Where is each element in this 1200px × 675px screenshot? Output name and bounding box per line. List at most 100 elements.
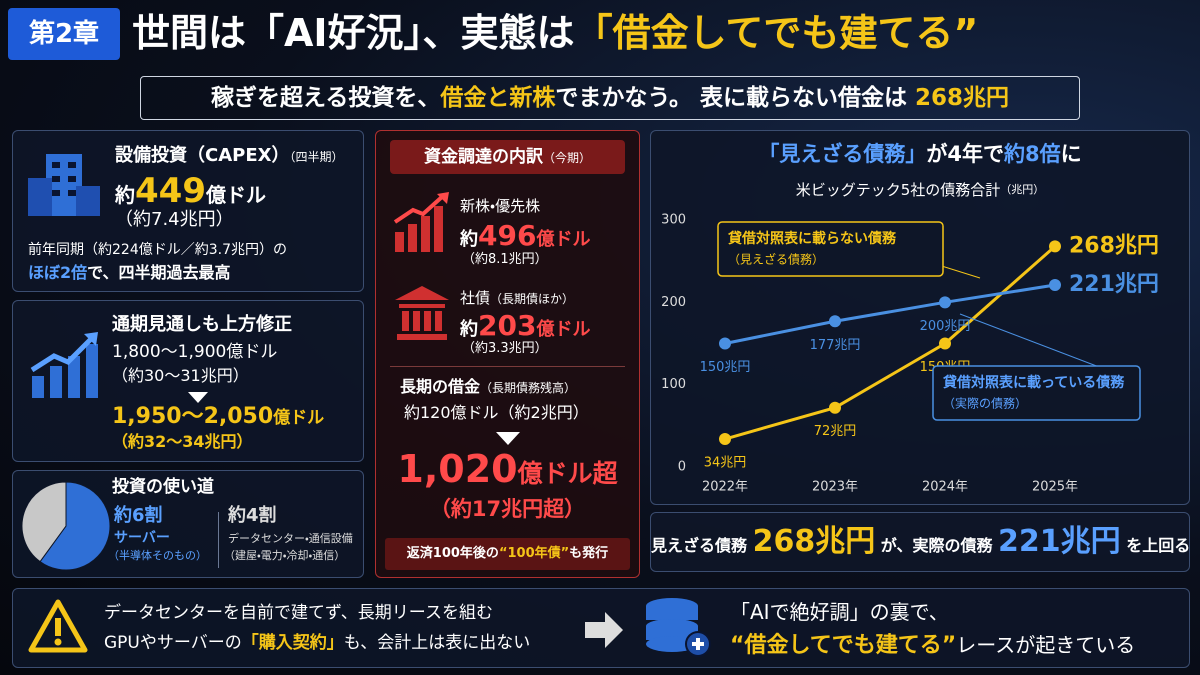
chart-unit: （兆円）: [1000, 183, 1044, 196]
pie-chart: [21, 481, 111, 571]
subtitle-part: でまかなう。 表に載らない借金は: [555, 85, 915, 111]
legend-box: [932, 365, 1141, 421]
value-label: 34兆円: [704, 456, 747, 471]
line-chart: 「見えざる債務」が4年で約8倍に 米ビッグテック5社の債務合計（兆円） 0 100…: [661, 142, 1159, 495]
title: 世間は「AI好況」、実態は「借金してでも建てる”: [132, 11, 979, 56]
comparison-part: 見えざる債務: [651, 536, 753, 555]
subtitle-part: 稼ぎを超える投資を、: [211, 85, 441, 111]
data-point: [829, 401, 841, 414]
item-name: 新株・優先株: [460, 197, 541, 215]
debt-after: 1,020億ドル超: [375, 447, 640, 492]
prefix: 約: [460, 229, 478, 250]
usage-title: 投資の使い道: [112, 477, 214, 497]
chapter-badge: 第2章: [8, 8, 120, 60]
x-tick-label: 2022年: [702, 480, 748, 495]
subtitle-part: 268兆円: [914, 85, 1009, 111]
debt-title-text: 長期の借金: [400, 377, 481, 396]
comparison-part: 268兆円: [752, 524, 876, 559]
banner-left-2: GPUやサーバーの「購入契約」も、会計上は表に出ない: [104, 633, 530, 654]
banner-right-2: “借金してでも建てる”レースが起きている: [730, 633, 1135, 658]
after-unit: 億ドル超: [517, 459, 618, 488]
pie-slice: [21, 481, 67, 563]
unit: 億ドル: [536, 319, 591, 340]
capex-converted: （約7.4兆円）: [115, 209, 234, 230]
legend-note: （見えざる債務）: [728, 252, 824, 267]
comparison: 見えざる債務 268兆円 が、実際の債務 221兆円 を上回る: [650, 512, 1190, 572]
title-part: 「借金してでも建てる”: [574, 11, 979, 55]
footnote-part: “100年債”: [498, 546, 570, 561]
pie-label: 約6割: [114, 505, 163, 526]
capex-period: （四半期）: [289, 150, 344, 164]
outlook-before-converted: （約30〜31兆円）: [112, 366, 249, 385]
banner-right-1: 「AIで絶好調」の裏で、: [730, 600, 949, 624]
debt-before: 約120億ドル（約2兆円）: [404, 403, 589, 422]
data-point: [719, 433, 731, 446]
banner-part: GPUやサーバーの: [104, 633, 242, 653]
headline-part: 約8倍: [1003, 142, 1061, 166]
legend-note: （実際の債務）: [943, 396, 1027, 411]
unit: 億ドル: [205, 183, 266, 207]
capex-title-text: 設備投資（CAPEX）: [115, 145, 290, 166]
legend-name: 貸借対照表に載らない債務: [727, 230, 897, 247]
headline-part: 「見えざる債務」: [758, 142, 926, 166]
comparison-part: が、実際の債務: [875, 536, 999, 555]
divider: [390, 366, 625, 367]
value-label: 177兆円: [810, 338, 861, 353]
amount: 203: [478, 309, 537, 342]
after-range: 1,950〜2,050: [112, 404, 274, 429]
title-part: 世間は「AI好況」、実態は: [132, 11, 575, 55]
pie-label: 約4割: [228, 505, 277, 526]
arrow-icon: [585, 612, 623, 648]
capex-highlight: ほぼ2倍で、四半期過去最高: [28, 263, 231, 282]
item-amount: 約203億ドル: [460, 309, 591, 342]
growth-icon: [30, 332, 98, 398]
y-tick-label: 300: [661, 213, 686, 228]
banner-part: 「購入契約」: [241, 633, 344, 653]
headline-part: が4年で: [926, 142, 1004, 166]
item-converted: （約8.1兆円）: [462, 252, 548, 267]
down-arrow: [496, 432, 520, 445]
value-label: 72兆円: [814, 424, 857, 439]
value-label: 221兆円: [1069, 272, 1159, 297]
footnote-part: も発行: [569, 546, 609, 561]
data-point: [719, 337, 731, 350]
item-note: （長期債ほか）: [490, 292, 575, 306]
item-converted: （約3.3兆円）: [462, 341, 548, 356]
chart-headline: 「見えざる債務」が4年で約8倍に: [758, 142, 1081, 166]
legend-name: 貸借対照表に載っている債務: [942, 374, 1125, 391]
banner-left-1: データセンターを自前で建てず、長期リースを組む: [104, 603, 493, 623]
debt-note: （長期債務残高）: [480, 381, 577, 395]
capex-title: 設備投資（CAPEX）（四半期）: [115, 145, 344, 167]
funding-period: （今期）: [542, 151, 591, 165]
comparison-part: 221兆円: [998, 524, 1121, 559]
database-icon: [646, 598, 711, 657]
prefix: 約: [115, 183, 135, 207]
value-label: 200兆円: [920, 319, 971, 334]
chart-title-text: 米ビッグテック5社の債務合計: [796, 181, 1001, 199]
item-name: 社債（長期債ほか）: [460, 289, 575, 307]
y-tick-label: 200: [661, 295, 686, 310]
value-label: 150兆円: [700, 360, 751, 375]
amount: 449: [135, 171, 206, 211]
data-point: [1049, 279, 1061, 292]
highlight-part: ほぼ2倍: [28, 263, 88, 282]
comparison-part: を上回る: [1120, 536, 1191, 555]
prefix: 約: [460, 319, 478, 340]
debt-title: 長期の借金（長期債務残高）: [400, 377, 577, 396]
funding-title: 資金調達の内訳（今期）: [390, 140, 625, 174]
stock-icon: [393, 192, 449, 252]
highlight-part: で、四半期過去最高: [87, 263, 231, 282]
capex-amount: 約449億ドル: [115, 171, 266, 211]
pie-note: （建屋・電力・冷却・通信）: [224, 549, 346, 562]
funding-panel: [375, 130, 640, 578]
x-tick-label: 2023年: [812, 480, 858, 495]
capex-comparison: 前年同期（約224億ドル／約3.7兆円）の: [28, 242, 287, 258]
value-label: 268兆円: [1069, 233, 1159, 258]
series-line: [724, 283, 1056, 345]
banner-part: レースが起きている: [956, 633, 1136, 657]
outlook-after-converted: （約32〜34兆円）: [112, 432, 253, 451]
unit: 億ドル: [536, 229, 591, 250]
debt-after-converted: （約17兆円超）: [429, 497, 586, 521]
data-point: [1049, 240, 1061, 253]
